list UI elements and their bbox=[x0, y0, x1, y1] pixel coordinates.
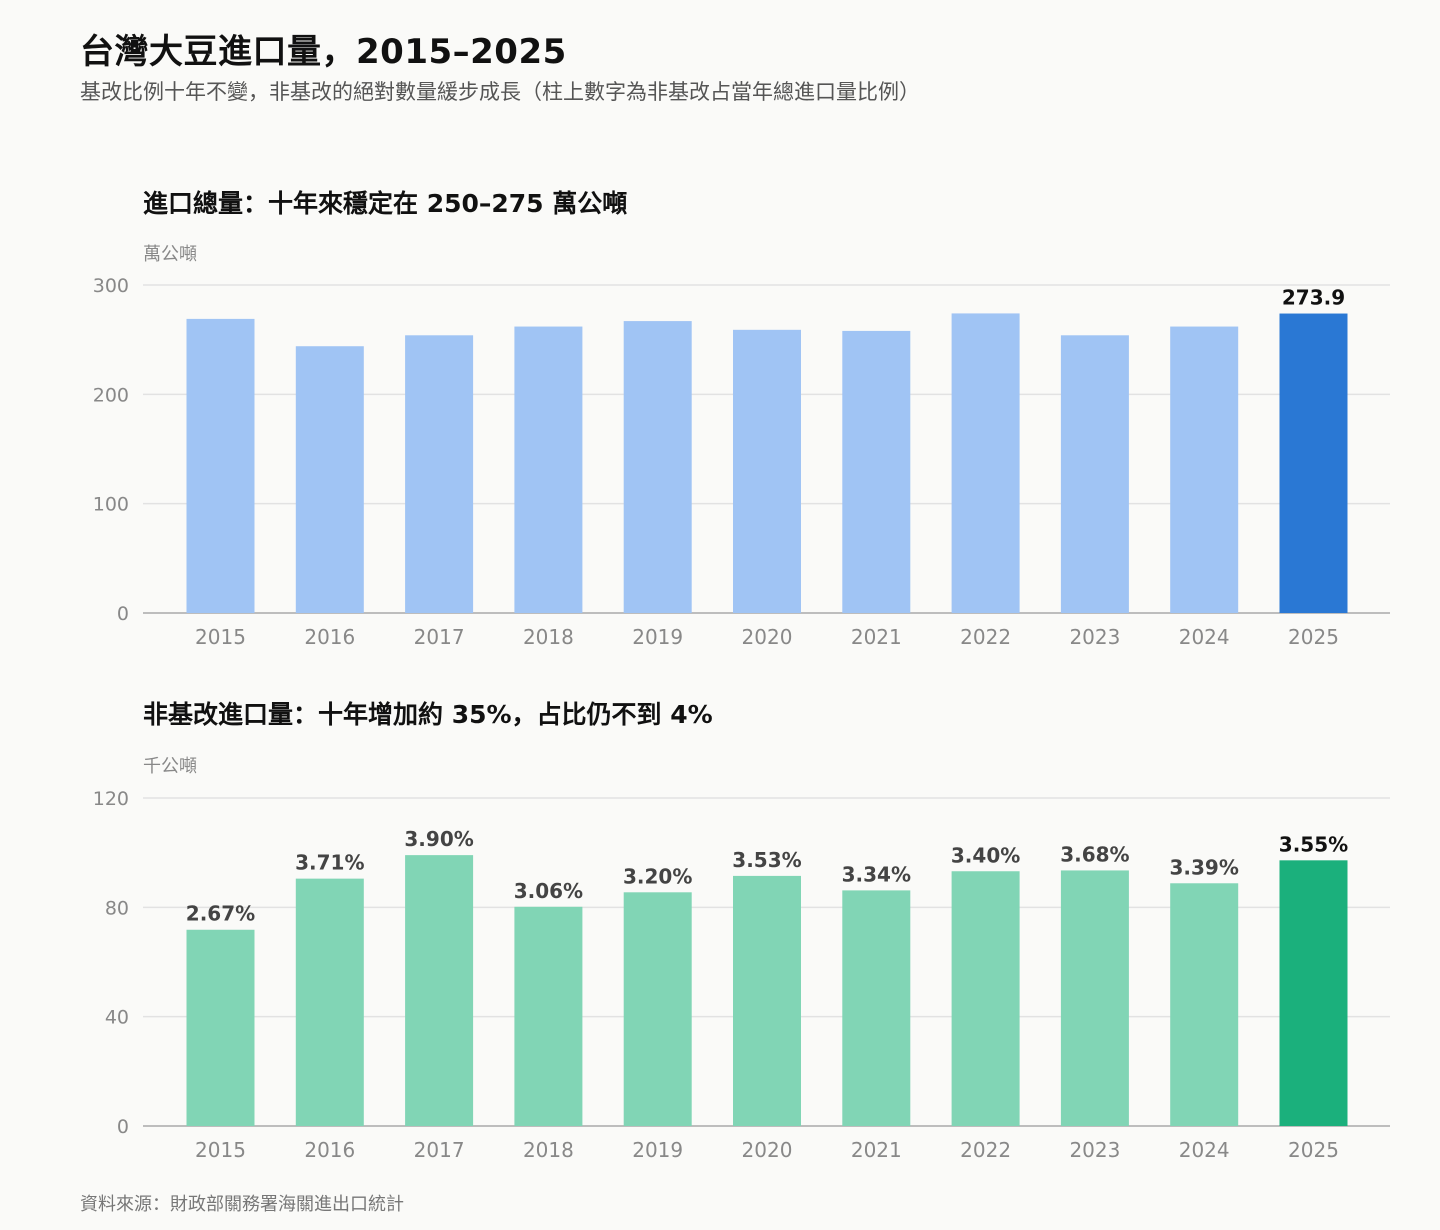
total-y-tick-label: 100 bbox=[93, 494, 129, 516]
nongmo-import-bar-chart: 0 40 80 120 2.67% 2015 3.71% 2016 3.90% 2017 3.06%… bbox=[93, 788, 1390, 1162]
nongmo-x-tick-label-2020: 2020 bbox=[742, 1138, 793, 1162]
total-bar-2018 bbox=[514, 326, 583, 613]
nongmo-bar-2020 bbox=[733, 875, 801, 1126]
total-bar-2019 bbox=[623, 321, 692, 613]
nongmo-bar-2019 bbox=[623, 892, 692, 1126]
nongmo-chart-title: 非基改進口量：十年增加約 35%，占比仍不到 4% bbox=[143, 700, 713, 729]
page-title: 台灣大豆進口量，2015–2025 bbox=[80, 32, 567, 72]
nongmo-bar-2023 bbox=[1060, 870, 1129, 1126]
total-x-tick-label-2018: 2018 bbox=[523, 625, 574, 649]
total-chart-title: 進口總量：十年來穩定在 250–275 萬公噸 bbox=[143, 189, 628, 218]
nongmo-x-tick-label-2015: 2015 bbox=[195, 1138, 246, 1162]
nongmo-bar-label-2021: 3.34% bbox=[842, 862, 911, 886]
nongmo-bar-label-2024: 3.39% bbox=[1170, 855, 1239, 879]
nongmo-x-tick-label-2021: 2021 bbox=[851, 1138, 902, 1162]
nongmo-x-tick-label-2023: 2023 bbox=[1069, 1138, 1120, 1162]
nongmo-bar-2022 bbox=[951, 871, 1020, 1126]
total-x-tick-label-2017: 2017 bbox=[414, 625, 465, 649]
total-bar-2016 bbox=[295, 346, 364, 613]
total-x-tick-label-2016: 2016 bbox=[304, 625, 355, 649]
total-x-tick-label-2023: 2023 bbox=[1069, 625, 1120, 649]
total-y-tick-label: 300 bbox=[93, 275, 129, 297]
nongmo-x-tick-label-2018: 2018 bbox=[523, 1138, 574, 1162]
nongmo-bar-label-2019: 3.20% bbox=[623, 864, 692, 888]
nongmo-x-tick-label-2024: 2024 bbox=[1179, 1138, 1230, 1162]
nongmo-bar-label-2015: 2.67% bbox=[186, 902, 255, 926]
total-bar-2020 bbox=[733, 329, 801, 613]
total-x-tick-label-2019: 2019 bbox=[632, 625, 683, 649]
nongmo-x-tick-label-2016: 2016 bbox=[304, 1138, 355, 1162]
total-y-tick-label: 0 bbox=[117, 603, 129, 625]
nongmo-x-tick-label-2017: 2017 bbox=[414, 1138, 465, 1162]
nongmo-x-tick-label-2022: 2022 bbox=[960, 1138, 1011, 1162]
nongmo-bar-2017 bbox=[405, 855, 474, 1126]
total-bar-2021 bbox=[842, 330, 911, 613]
total-x-tick-label-2021: 2021 bbox=[851, 625, 902, 649]
total-x-tick-label-2015: 2015 bbox=[195, 625, 246, 649]
nongmo-bar-2016 bbox=[295, 878, 364, 1126]
nongmo-chart-unit: 千公噸 bbox=[143, 756, 197, 777]
nongmo-bar-label-2022: 3.40% bbox=[951, 843, 1020, 867]
nongmo-y-tick-label: 40 bbox=[105, 1007, 129, 1029]
total-bar-2015 bbox=[186, 318, 255, 613]
total-bar-label-2025: 273.9 bbox=[1282, 286, 1345, 310]
nongmo-y-tick-label: 120 bbox=[93, 788, 129, 810]
total-x-tick-label-2025: 2025 bbox=[1288, 625, 1339, 649]
page-subtitle: 基改比例十年不變，非基改的絕對數量緩步成長（柱上數字為非基改占當年總進口量比例） bbox=[80, 80, 920, 104]
nongmo-x-tick-label-2019: 2019 bbox=[632, 1138, 683, 1162]
total-x-tick-label-2022: 2022 bbox=[960, 625, 1011, 649]
total-import-bar-chart: 0 100 200 300 2015 2016 2017 2018 2019 2020 2021 20… bbox=[93, 275, 1390, 649]
total-bar-2017 bbox=[405, 335, 474, 613]
source-note: 資料來源：財政部關務署海關進出口統計 bbox=[80, 1194, 404, 1215]
nongmo-bar-2025 bbox=[1279, 860, 1348, 1126]
nongmo-bar-2021 bbox=[842, 890, 911, 1126]
total-bar-2022 bbox=[951, 313, 1020, 613]
nongmo-y-tick-label: 80 bbox=[105, 897, 129, 919]
total-x-tick-label-2020: 2020 bbox=[742, 625, 793, 649]
nongmo-x-tick-label-2025: 2025 bbox=[1288, 1138, 1339, 1162]
nongmo-bar-2024 bbox=[1170, 883, 1239, 1126]
nongmo-bar-2018 bbox=[514, 906, 583, 1126]
total-x-tick-label-2024: 2024 bbox=[1179, 625, 1230, 649]
nongmo-bar-label-2016: 3.71% bbox=[295, 851, 364, 875]
nongmo-y-tick-label: 0 bbox=[117, 1116, 129, 1138]
nongmo-bar-2015 bbox=[186, 929, 255, 1126]
nongmo-bar-label-2017: 3.90% bbox=[404, 827, 473, 851]
nongmo-bar-label-2023: 3.68% bbox=[1060, 842, 1129, 866]
nongmo-bar-label-2018: 3.06% bbox=[514, 879, 583, 903]
total-chart-unit: 萬公噸 bbox=[143, 244, 197, 265]
total-bar-2023 bbox=[1060, 335, 1129, 613]
nongmo-bar-label-2020: 3.53% bbox=[732, 848, 801, 872]
total-bar-2024 bbox=[1170, 326, 1239, 613]
total-y-tick-label: 200 bbox=[93, 384, 129, 406]
nongmo-bar-label-2025: 3.55% bbox=[1279, 832, 1348, 856]
total-bar-2025 bbox=[1279, 313, 1348, 613]
